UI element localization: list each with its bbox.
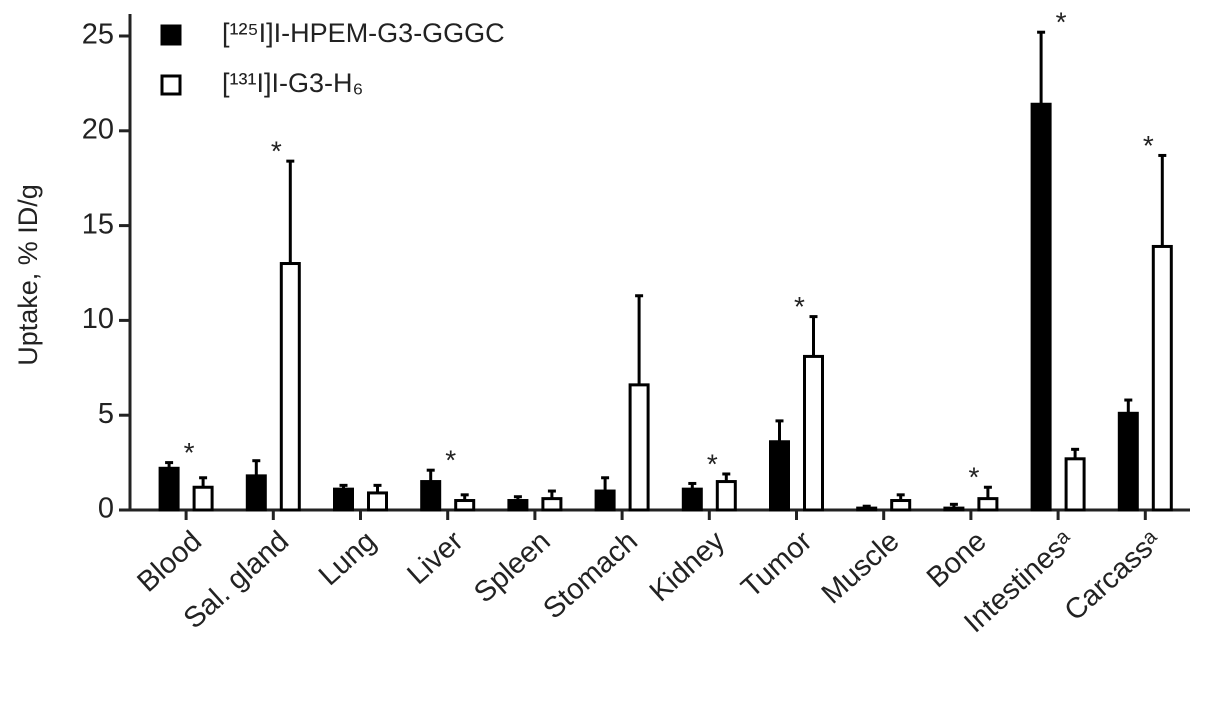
error-bar <box>635 294 644 385</box>
x-tick-label: Blood <box>131 525 208 598</box>
significance-mark: * <box>1056 7 1067 38</box>
bar <box>681 487 703 512</box>
x-tick-label: Kidney <box>644 525 732 608</box>
error-bar <box>286 159 295 264</box>
bar <box>420 480 442 512</box>
bar <box>943 506 965 512</box>
error-bar <box>862 504 871 509</box>
error-bar <box>339 483 348 490</box>
error-bar <box>373 483 382 493</box>
bar <box>279 262 301 512</box>
y-axis-label: Uptake, % ID/g <box>13 184 43 366</box>
significance-mark: * <box>445 445 456 476</box>
bar <box>715 480 737 512</box>
error-bar <box>1124 398 1133 414</box>
bar <box>1117 411 1139 512</box>
error-bar <box>983 485 992 499</box>
bar <box>1151 244 1173 512</box>
bar <box>977 497 999 512</box>
bar <box>856 506 878 512</box>
bar <box>367 491 388 512</box>
y-tick-label: 5 <box>98 398 114 430</box>
bar <box>628 383 650 512</box>
x-tick-label: Muscle <box>816 525 906 610</box>
legend-swatch <box>160 74 182 96</box>
y-tick-label: 15 <box>82 208 114 240</box>
significance-mark: * <box>1143 130 1154 161</box>
x-tick-label: Bone <box>921 525 993 594</box>
significance-mark: * <box>707 448 718 479</box>
bar <box>454 499 476 512</box>
bar <box>1064 457 1086 512</box>
error-bar <box>252 459 261 476</box>
error-bar <box>547 489 556 499</box>
bar <box>158 466 180 512</box>
error-bar <box>1037 30 1046 105</box>
significance-mark: * <box>968 462 979 493</box>
bar <box>1030 102 1052 512</box>
error-bar <box>165 461 174 469</box>
error-bar <box>775 419 784 442</box>
error-bar <box>688 481 697 490</box>
y-tick-label: 0 <box>98 493 114 525</box>
error-bar <box>809 315 818 357</box>
error-bar <box>1158 153 1167 247</box>
error-bar <box>513 495 522 501</box>
error-bar <box>426 468 435 482</box>
significance-mark: * <box>794 291 805 322</box>
legend-swatch <box>160 24 182 46</box>
error-bar <box>896 493 905 501</box>
bar <box>594 489 616 512</box>
error-bar <box>601 476 610 492</box>
y-tick-label: 25 <box>82 19 114 51</box>
x-tick-label: Lung <box>313 525 382 592</box>
error-bar <box>949 502 958 509</box>
x-tick-label: Liver <box>401 525 469 591</box>
y-tick-label: 20 <box>82 113 114 145</box>
x-tick-label: Stomach <box>537 525 643 625</box>
bar <box>192 485 214 512</box>
error-bar <box>460 493 469 501</box>
error-bar <box>1071 447 1080 459</box>
bar <box>803 354 824 512</box>
x-tick-label: Tumor <box>735 525 818 604</box>
bar <box>890 499 912 512</box>
legend-label: [¹²⁵I]I-HPEM-G3-GGGC <box>222 18 505 48</box>
y-tick-label: 10 <box>82 303 114 335</box>
error-bar <box>722 472 731 482</box>
bar <box>541 497 563 512</box>
bar <box>333 487 354 512</box>
significance-mark: * <box>184 437 195 468</box>
legend-label: [¹³¹I]I-G3-H₆ <box>222 68 363 98</box>
bar <box>769 440 790 512</box>
bar <box>507 499 529 512</box>
x-tick-label: Carcassᵃ <box>1059 525 1168 627</box>
significance-mark: * <box>271 136 282 167</box>
error-bar <box>199 476 208 488</box>
bar <box>245 474 267 512</box>
